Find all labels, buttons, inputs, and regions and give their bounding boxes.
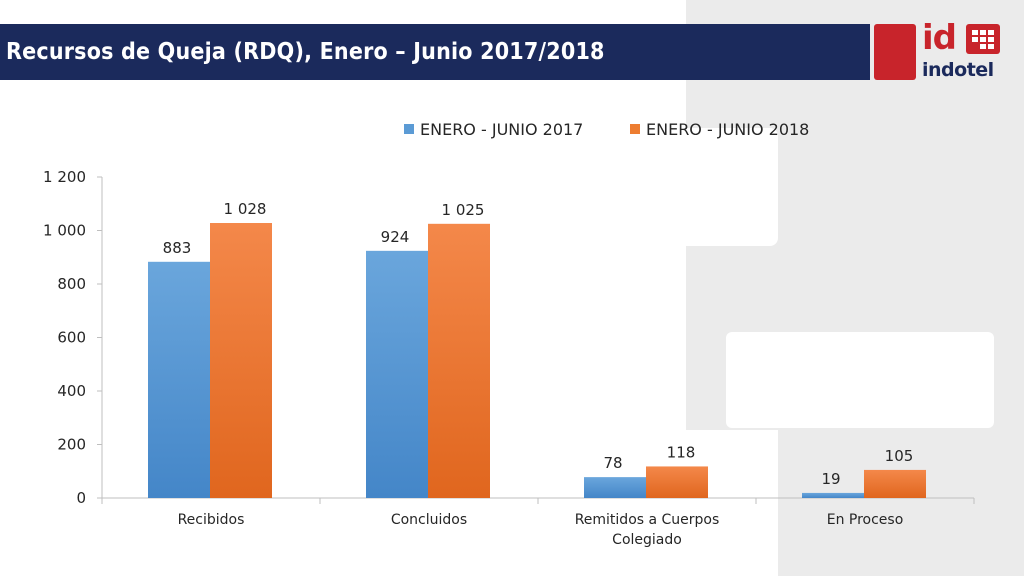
bar-2017	[366, 250, 428, 498]
x-category-label: Remitidos a Cuerpos	[575, 512, 720, 528]
background-card-top	[686, 128, 778, 246]
x-category-label: Concluidos	[391, 512, 467, 528]
y-tick-label: 200	[57, 436, 86, 454]
legend-label: ENERO - JUNIO 2018	[646, 120, 809, 139]
y-tick-label: 1 200	[43, 168, 86, 186]
bar-2017	[584, 477, 646, 498]
data-label: 924	[381, 228, 410, 246]
y-tick-label: 400	[57, 382, 86, 400]
logo-wordmark: indotel	[922, 59, 994, 81]
logo-red-block	[874, 24, 916, 80]
data-label: 118	[667, 443, 696, 461]
slide-title: Recursos de Queja (RDQ), Enero – Junio 2…	[6, 39, 605, 65]
bar-2018	[428, 223, 490, 498]
bar-2017	[802, 492, 864, 498]
y-tick-label: 1 000	[43, 222, 86, 240]
data-label: 1 025	[442, 201, 485, 219]
x-category-label: Colegiado	[612, 532, 682, 548]
background-card-bottom	[686, 430, 778, 576]
legend-swatch-2018	[630, 124, 640, 134]
bar-2018	[864, 469, 926, 498]
data-label: 1 028	[224, 200, 267, 218]
title-bar	[0, 24, 870, 80]
legend-swatch-2017	[404, 124, 414, 134]
y-tick-label: 800	[57, 275, 86, 293]
data-label: 883	[163, 239, 192, 257]
legend-label: ENERO - JUNIO 2017	[420, 120, 583, 139]
data-label: 78	[603, 454, 622, 472]
data-label: 105	[885, 447, 914, 465]
x-category-label: Recibidos	[178, 512, 245, 528]
data-label: 19	[821, 470, 840, 488]
logo-grid-icon	[966, 24, 1000, 54]
bar-2018	[210, 223, 272, 498]
background-card-middle	[726, 332, 994, 428]
y-tick-label: 600	[57, 329, 86, 347]
x-category-label: En Proceso	[827, 512, 904, 528]
logo-id-text: id	[922, 18, 957, 58]
y-tick-label: 0	[76, 489, 86, 507]
bar-2018	[646, 466, 708, 498]
bar-2017	[148, 261, 210, 498]
